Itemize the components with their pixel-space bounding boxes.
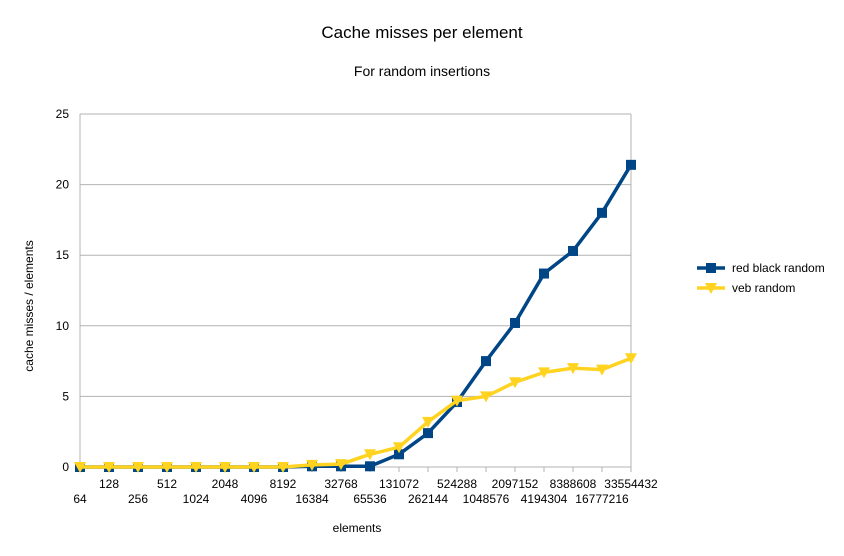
x-tick-label: 2048 (212, 477, 239, 491)
data-point (451, 395, 463, 407)
data-point (510, 317, 520, 328)
x-tick-label: 4194304 (521, 492, 568, 506)
data-series (74, 159, 637, 473)
grid-lines (80, 113, 631, 468)
y-tick-label: 0 (62, 460, 69, 474)
legend-label: veb random (732, 281, 795, 295)
y-tick-label: 20 (56, 178, 70, 192)
chart-title: Cache misses per element (321, 23, 523, 42)
data-point (625, 353, 637, 365)
x-tick-label: 64 (73, 492, 87, 506)
x-tick-label: 8388608 (550, 477, 597, 491)
x-tick-label: 2097152 (492, 477, 539, 491)
data-point (364, 449, 376, 461)
y-axis-label: cache misses / elements (22, 240, 36, 371)
x-tick-label: 262144 (408, 492, 448, 506)
data-point (422, 416, 434, 428)
x-axis-label: elements (333, 521, 382, 535)
data-point (480, 391, 492, 403)
data-point (393, 442, 405, 454)
series-2 (74, 353, 637, 473)
x-tick-label: 65536 (353, 492, 387, 506)
x-tick-label: 16384 (295, 492, 329, 506)
series-1 (75, 159, 636, 472)
x-tick-label: 33554432 (604, 477, 658, 491)
data-point (567, 363, 579, 375)
data-point (103, 462, 115, 473)
data-point (481, 356, 491, 367)
x-tick-label: 512 (157, 477, 177, 491)
x-tick-label: 8192 (270, 477, 297, 491)
x-tick-label: 1048576 (463, 492, 510, 506)
x-tick-label: 256 (128, 492, 148, 506)
y-tick-label: 5 (62, 389, 69, 403)
data-point (74, 462, 86, 473)
data-point (423, 428, 433, 439)
legend-item: veb random (697, 281, 795, 295)
data-point (335, 459, 347, 471)
data-point (248, 462, 260, 473)
data-point (539, 268, 549, 279)
x-tick-label: 524288 (437, 477, 477, 491)
data-point (132, 462, 144, 473)
axes (79, 114, 632, 468)
x-tick-label: 16777216 (575, 492, 629, 506)
data-point (365, 461, 375, 472)
data-point (219, 462, 231, 473)
legend-item: red black random (697, 261, 825, 275)
x-tick-label: 1024 (183, 492, 210, 506)
data-point (626, 159, 636, 170)
y-tick-label: 10 (56, 319, 70, 333)
data-point (568, 245, 578, 256)
data-point (277, 462, 289, 473)
data-point (161, 462, 173, 473)
series-line (80, 356, 632, 469)
data-point (306, 459, 318, 471)
x-tick-label: 4096 (241, 492, 268, 506)
data-point (597, 207, 607, 218)
legend-swatch-marker (705, 283, 717, 294)
legend: red black random veb random (697, 261, 825, 295)
x-tick-labels: 64 128 256 512 10242048409681921638432768655… (73, 467, 658, 506)
chart-subtitle: For random insertions (354, 63, 490, 79)
x-tick-label: 32768 (324, 477, 358, 491)
data-point (596, 364, 608, 376)
data-point (509, 377, 521, 389)
legend-label: red black random (732, 261, 825, 275)
y-tick-label: 25 (56, 107, 70, 121)
data-point (190, 462, 202, 473)
x-tick-label: 131072 (379, 477, 419, 491)
series-line (80, 163, 633, 469)
x-tick-label: 128 (99, 477, 119, 491)
data-point (538, 367, 550, 379)
y-tick-label: 15 (56, 248, 70, 262)
y-tick-labels: 0 5 10 15 20 25 (56, 107, 70, 474)
legend-swatch-marker (706, 263, 716, 273)
data-point (394, 449, 404, 460)
